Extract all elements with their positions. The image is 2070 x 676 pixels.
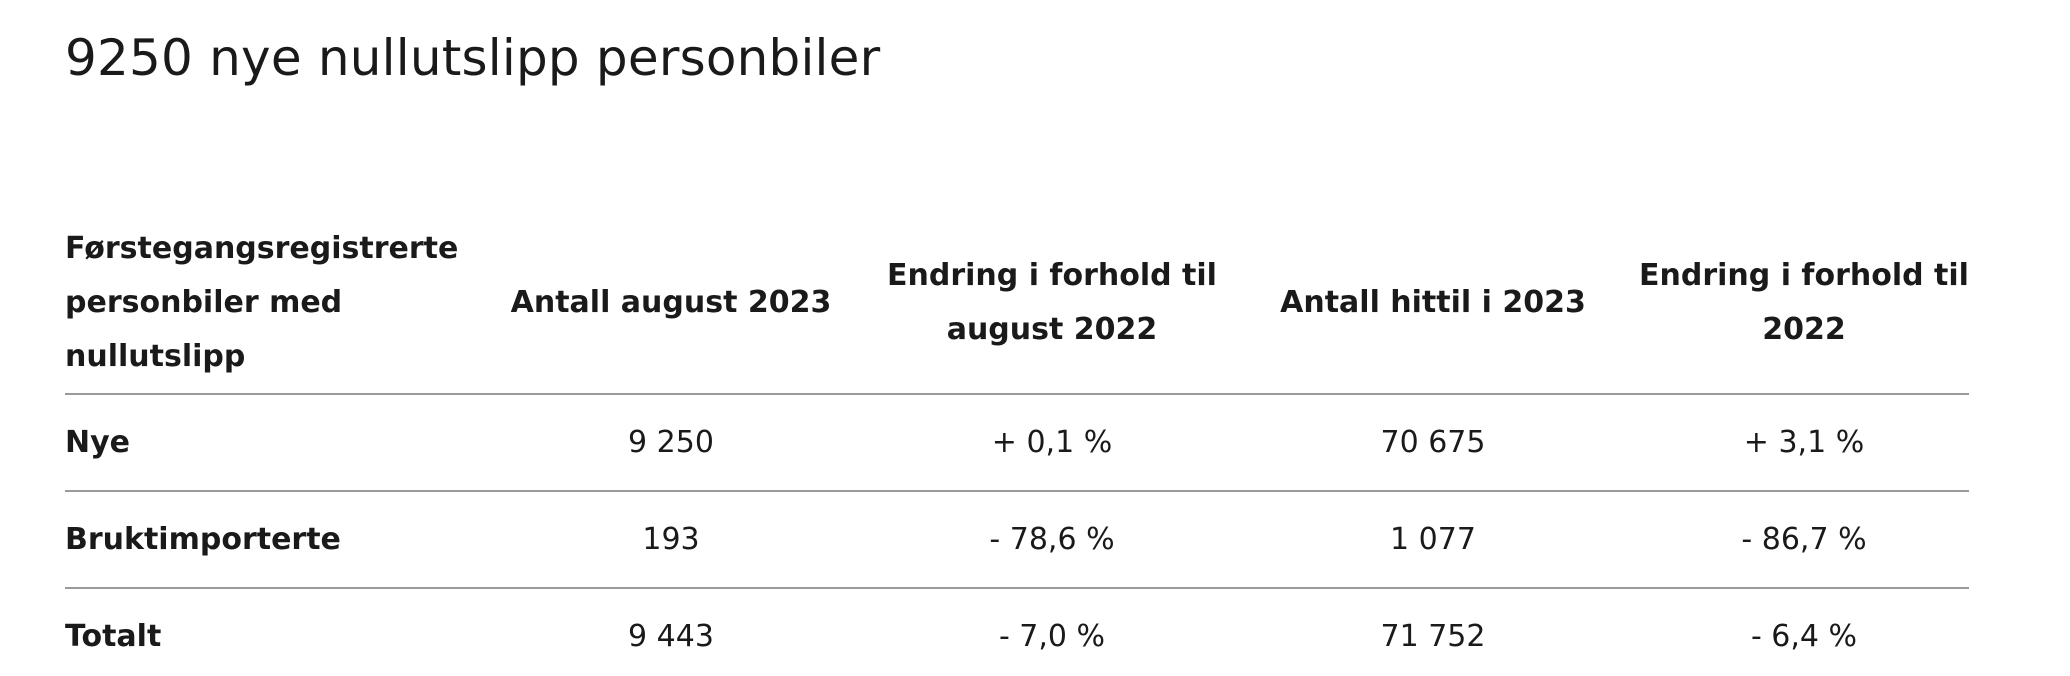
cell-count-august: 9 250 bbox=[465, 394, 877, 492]
header-count-august-2023: Antall august 2023 bbox=[465, 213, 877, 395]
header-category: Førstegangsregistrerte personbiler med n… bbox=[65, 213, 465, 395]
cell-count-august: 9 443 bbox=[628, 619, 714, 654]
table-header-row: Førstegangsregistrerte personbiler med n… bbox=[65, 213, 1969, 395]
table-row-used-imported: Bruktimporterte 193 - 78,6 % 1 077 - 86,… bbox=[65, 491, 1969, 589]
statistics-table: Førstegangsregistrerte personbiler med n… bbox=[65, 213, 1969, 676]
cell-change-august: - 7,0 % bbox=[998, 619, 1106, 654]
row-label: Totalt bbox=[65, 619, 162, 654]
row-label: Nye bbox=[65, 394, 465, 492]
table-row-new: Nye 9 250 + 0,1 % 70 675 + 3,1 % bbox=[65, 394, 1969, 492]
cell-change-ytd: - 6,4 % bbox=[1750, 619, 1858, 654]
header-count-ytd-2023: Antall hittil i 2023 bbox=[1227, 213, 1639, 395]
header-change-vs-august-2022: Endring i forhold til august 2022 bbox=[877, 213, 1227, 395]
cell-change-august: - 78,6 % bbox=[877, 491, 1227, 589]
header-change-vs-2022: Endring i forhold til 2022 bbox=[1639, 213, 1969, 395]
cell-change-august: + 0,1 % bbox=[877, 394, 1227, 492]
cell-count-ytd: 1 077 bbox=[1227, 491, 1639, 589]
cell-change-ytd: + 3,1 % bbox=[1639, 394, 1969, 492]
cell-count-august: 193 bbox=[465, 491, 877, 589]
row-label: Bruktimporterte bbox=[65, 491, 465, 589]
cell-count-ytd: 71 752 bbox=[1380, 619, 1486, 654]
page-title: 9250 nye nullutslipp personbiler bbox=[65, 29, 881, 87]
table-row-total: Totalt 9 443 - 7,0 % 71 752 - 6,4 % bbox=[65, 588, 1969, 676]
cell-change-ytd: - 86,7 % bbox=[1639, 491, 1969, 589]
cell-count-ytd: 70 675 bbox=[1227, 394, 1639, 492]
